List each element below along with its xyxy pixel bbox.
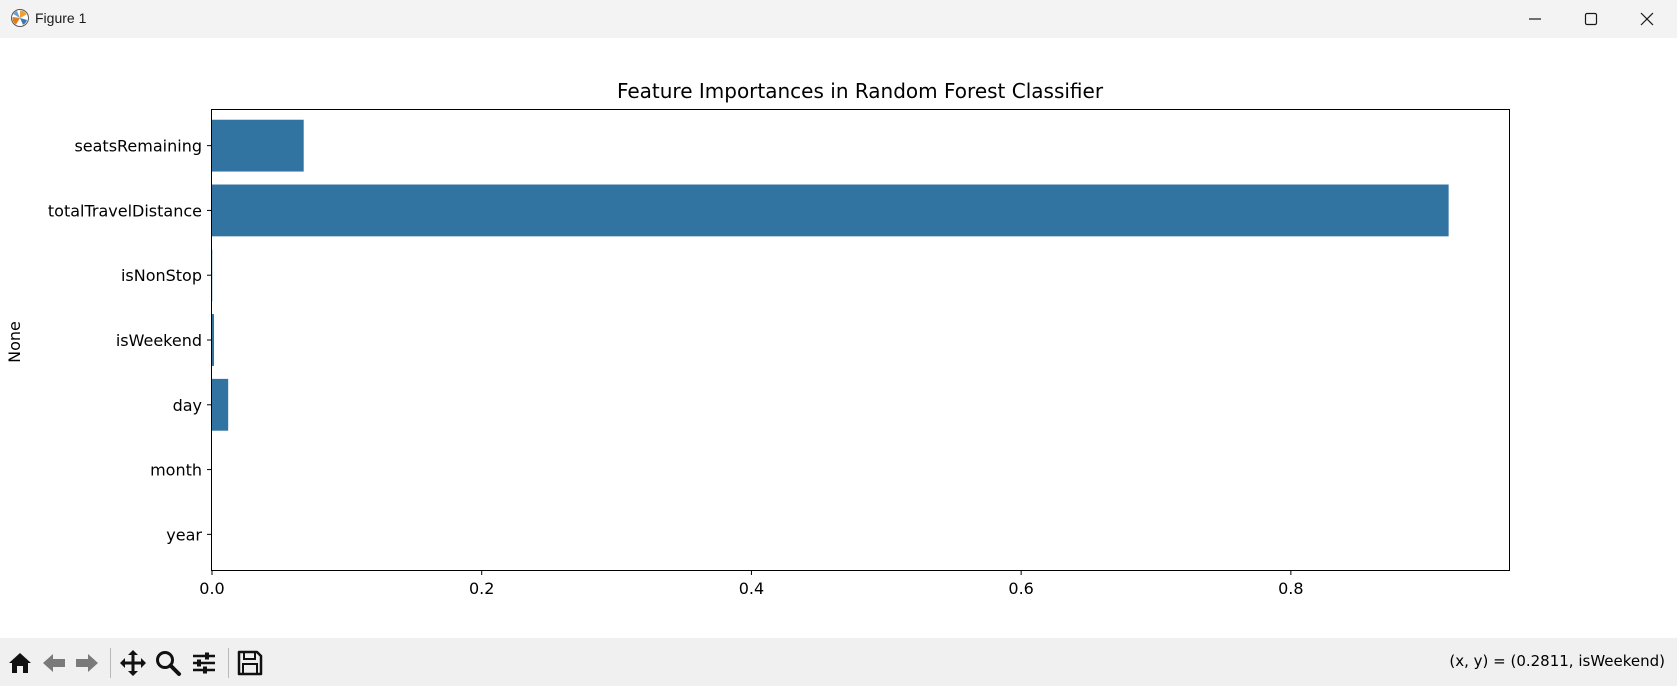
chart-title: Feature Importances in Random Forest Cla… <box>617 79 1104 103</box>
subplots-button[interactable] <box>187 646 221 680</box>
maximize-button[interactable] <box>1563 0 1619 38</box>
y-tick-label: day <box>173 396 202 415</box>
y-tick-label: seatsRemaining <box>74 137 202 156</box>
y-axis-label: None <box>5 321 24 363</box>
close-icon <box>1640 12 1654 26</box>
minimize-button[interactable] <box>1507 0 1563 38</box>
navigation-toolbar: (x, y) = (0.2811, isWeekend) <box>0 638 1677 686</box>
title-bar[interactable]: Figure 1 <box>0 0 1677 38</box>
bars-group <box>212 119 1449 431</box>
bar-day <box>212 378 229 431</box>
toolbar-separator <box>228 648 229 678</box>
x-ticks-group: 0.0 0.2 0.4 0.6 0.8 <box>199 570 1304 598</box>
back-icon <box>43 654 65 672</box>
bar-totalTravelDistance <box>212 184 1449 237</box>
close-button[interactable] <box>1619 0 1675 38</box>
minimize-icon <box>1529 18 1541 20</box>
y-tick-label: month <box>150 461 202 480</box>
zoom-icon <box>156 651 181 676</box>
plot-canvas[interactable]: Feature Importances in Random Forest Cla… <box>0 38 1677 638</box>
save-button[interactable] <box>233 646 267 680</box>
axes-frame <box>211 109 1510 571</box>
x-tick-label: 0.4 <box>739 579 764 598</box>
y-tick-label: totalTravelDistance <box>48 201 202 220</box>
cursor-coordinates: (x, y) = (0.2811, isWeekend) <box>1449 652 1665 670</box>
forward-icon <box>76 654 98 672</box>
window-title: Figure 1 <box>35 10 87 26</box>
save-icon <box>237 650 263 676</box>
y-tick-label: isNonStop <box>121 266 202 285</box>
maximize-icon <box>1584 12 1598 26</box>
bar-seatsRemaining <box>212 119 304 172</box>
forward-button[interactable] <box>70 646 104 680</box>
pan-button[interactable] <box>116 646 150 680</box>
bar-chart: Feature Importances in Random Forest Cla… <box>5 79 1510 598</box>
y-tick-label: isWeekend <box>116 331 202 350</box>
home-icon <box>9 653 31 673</box>
home-button[interactable] <box>3 646 37 680</box>
x-tick-label: 0.0 <box>199 579 224 598</box>
x-tick-label: 0.6 <box>1008 579 1033 598</box>
toolbar-separator <box>110 648 111 678</box>
matplotlib-logo-icon <box>11 9 29 27</box>
zoom-button[interactable] <box>151 646 185 680</box>
pan-icon <box>120 650 146 676</box>
x-tick-label: 0.2 <box>469 579 494 598</box>
subplots-icon <box>193 652 215 674</box>
bar-isWeekend <box>212 314 215 366</box>
x-tick-label: 0.8 <box>1278 579 1303 598</box>
y-ticks-group: seatsRemaining totalTravelDistance isNonSt… <box>48 137 212 544</box>
y-tick-label: year <box>166 525 202 544</box>
back-button[interactable] <box>37 646 71 680</box>
